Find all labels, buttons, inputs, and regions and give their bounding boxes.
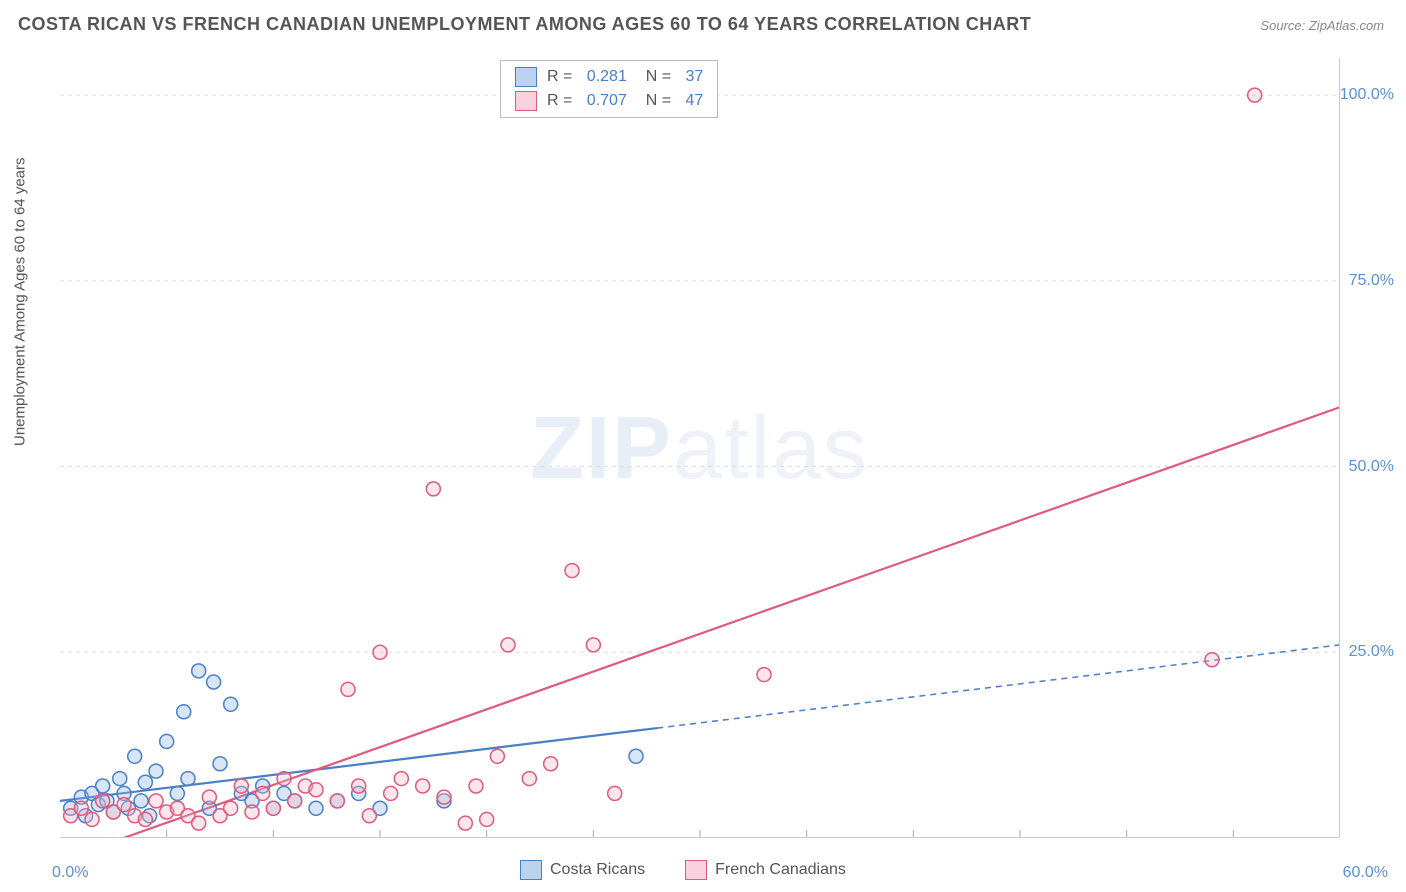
plot-area: ZIPatlas <box>60 58 1340 838</box>
chart-title: COSTA RICAN VS FRENCH CANADIAN UNEMPLOYM… <box>18 14 1031 35</box>
stats-row-costa: R = 0.281 N = 37 <box>501 65 717 89</box>
y-tick-50: 50.0% <box>1349 458 1394 476</box>
source-label: Source: ZipAtlas.com <box>1260 18 1384 33</box>
legend-item-french: French Canadians <box>685 860 846 880</box>
stat-n-costa: 37 <box>686 68 704 86</box>
y-tick-100: 100.0% <box>1340 86 1394 104</box>
legend-swatch-costa-icon <box>520 860 542 880</box>
x-tick-60: 60.0% <box>1343 864 1388 882</box>
legend-swatch-french-icon <box>685 860 707 880</box>
stats-row-french: R = 0.707 N = 47 <box>501 89 717 113</box>
stat-r-french: 0.707 <box>587 92 627 110</box>
stats-legend: R = 0.281 N = 37 R = 0.707 N = 47 <box>500 60 718 118</box>
legend-label-french: French Canadians <box>715 861 846 879</box>
y-tick-25: 25.0% <box>1349 643 1394 661</box>
bottom-legend: Costa Ricans French Canadians <box>520 860 846 880</box>
legend-item-costa: Costa Ricans <box>520 860 645 880</box>
chart-svg <box>60 58 1339 837</box>
x-tick-0: 0.0% <box>52 864 88 882</box>
swatch-french-icon <box>515 91 537 111</box>
stat-r-costa: 0.281 <box>587 68 627 86</box>
y-axis-label: Unemployment Among Ages 60 to 64 years <box>12 157 29 446</box>
stat-n-french: 47 <box>686 92 704 110</box>
swatch-costa-icon <box>515 67 537 87</box>
y-tick-75: 75.0% <box>1349 272 1394 290</box>
legend-label-costa: Costa Ricans <box>550 861 645 879</box>
